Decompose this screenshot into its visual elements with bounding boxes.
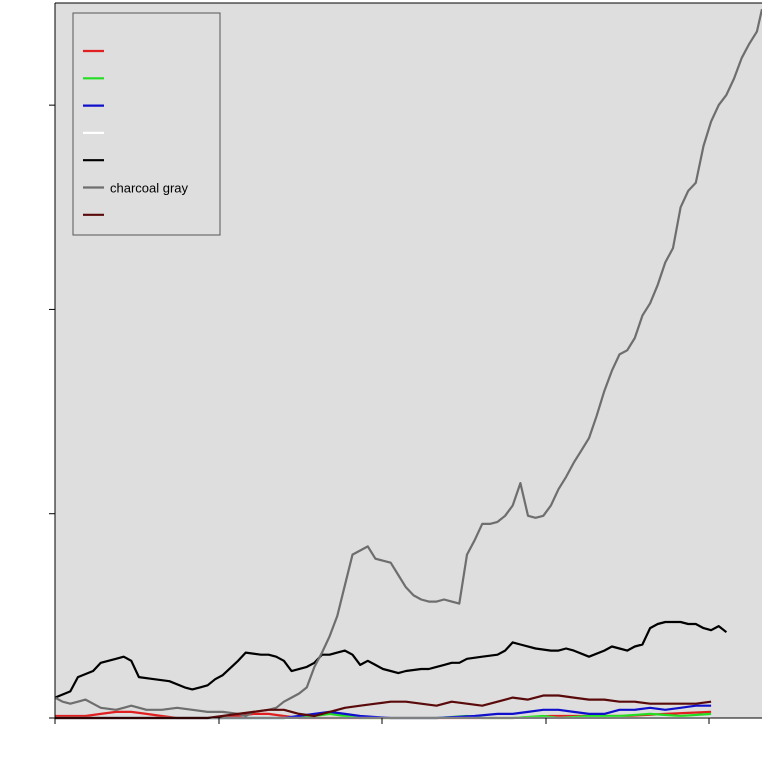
legend-box	[72, 12, 221, 236]
series-line-5	[54, 620, 728, 699]
series-line-6	[54, 8, 762, 718]
legend: charcoal gray	[72, 12, 221, 236]
legend-label-6: charcoal gray	[110, 181, 189, 196]
axes	[49, 2, 762, 724]
series-line-7	[55, 694, 712, 720]
series-line-3	[55, 704, 712, 720]
